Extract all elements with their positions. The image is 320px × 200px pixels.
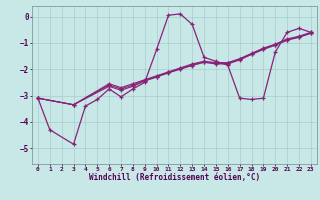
X-axis label: Windchill (Refroidissement éolien,°C): Windchill (Refroidissement éolien,°C) bbox=[89, 173, 260, 182]
